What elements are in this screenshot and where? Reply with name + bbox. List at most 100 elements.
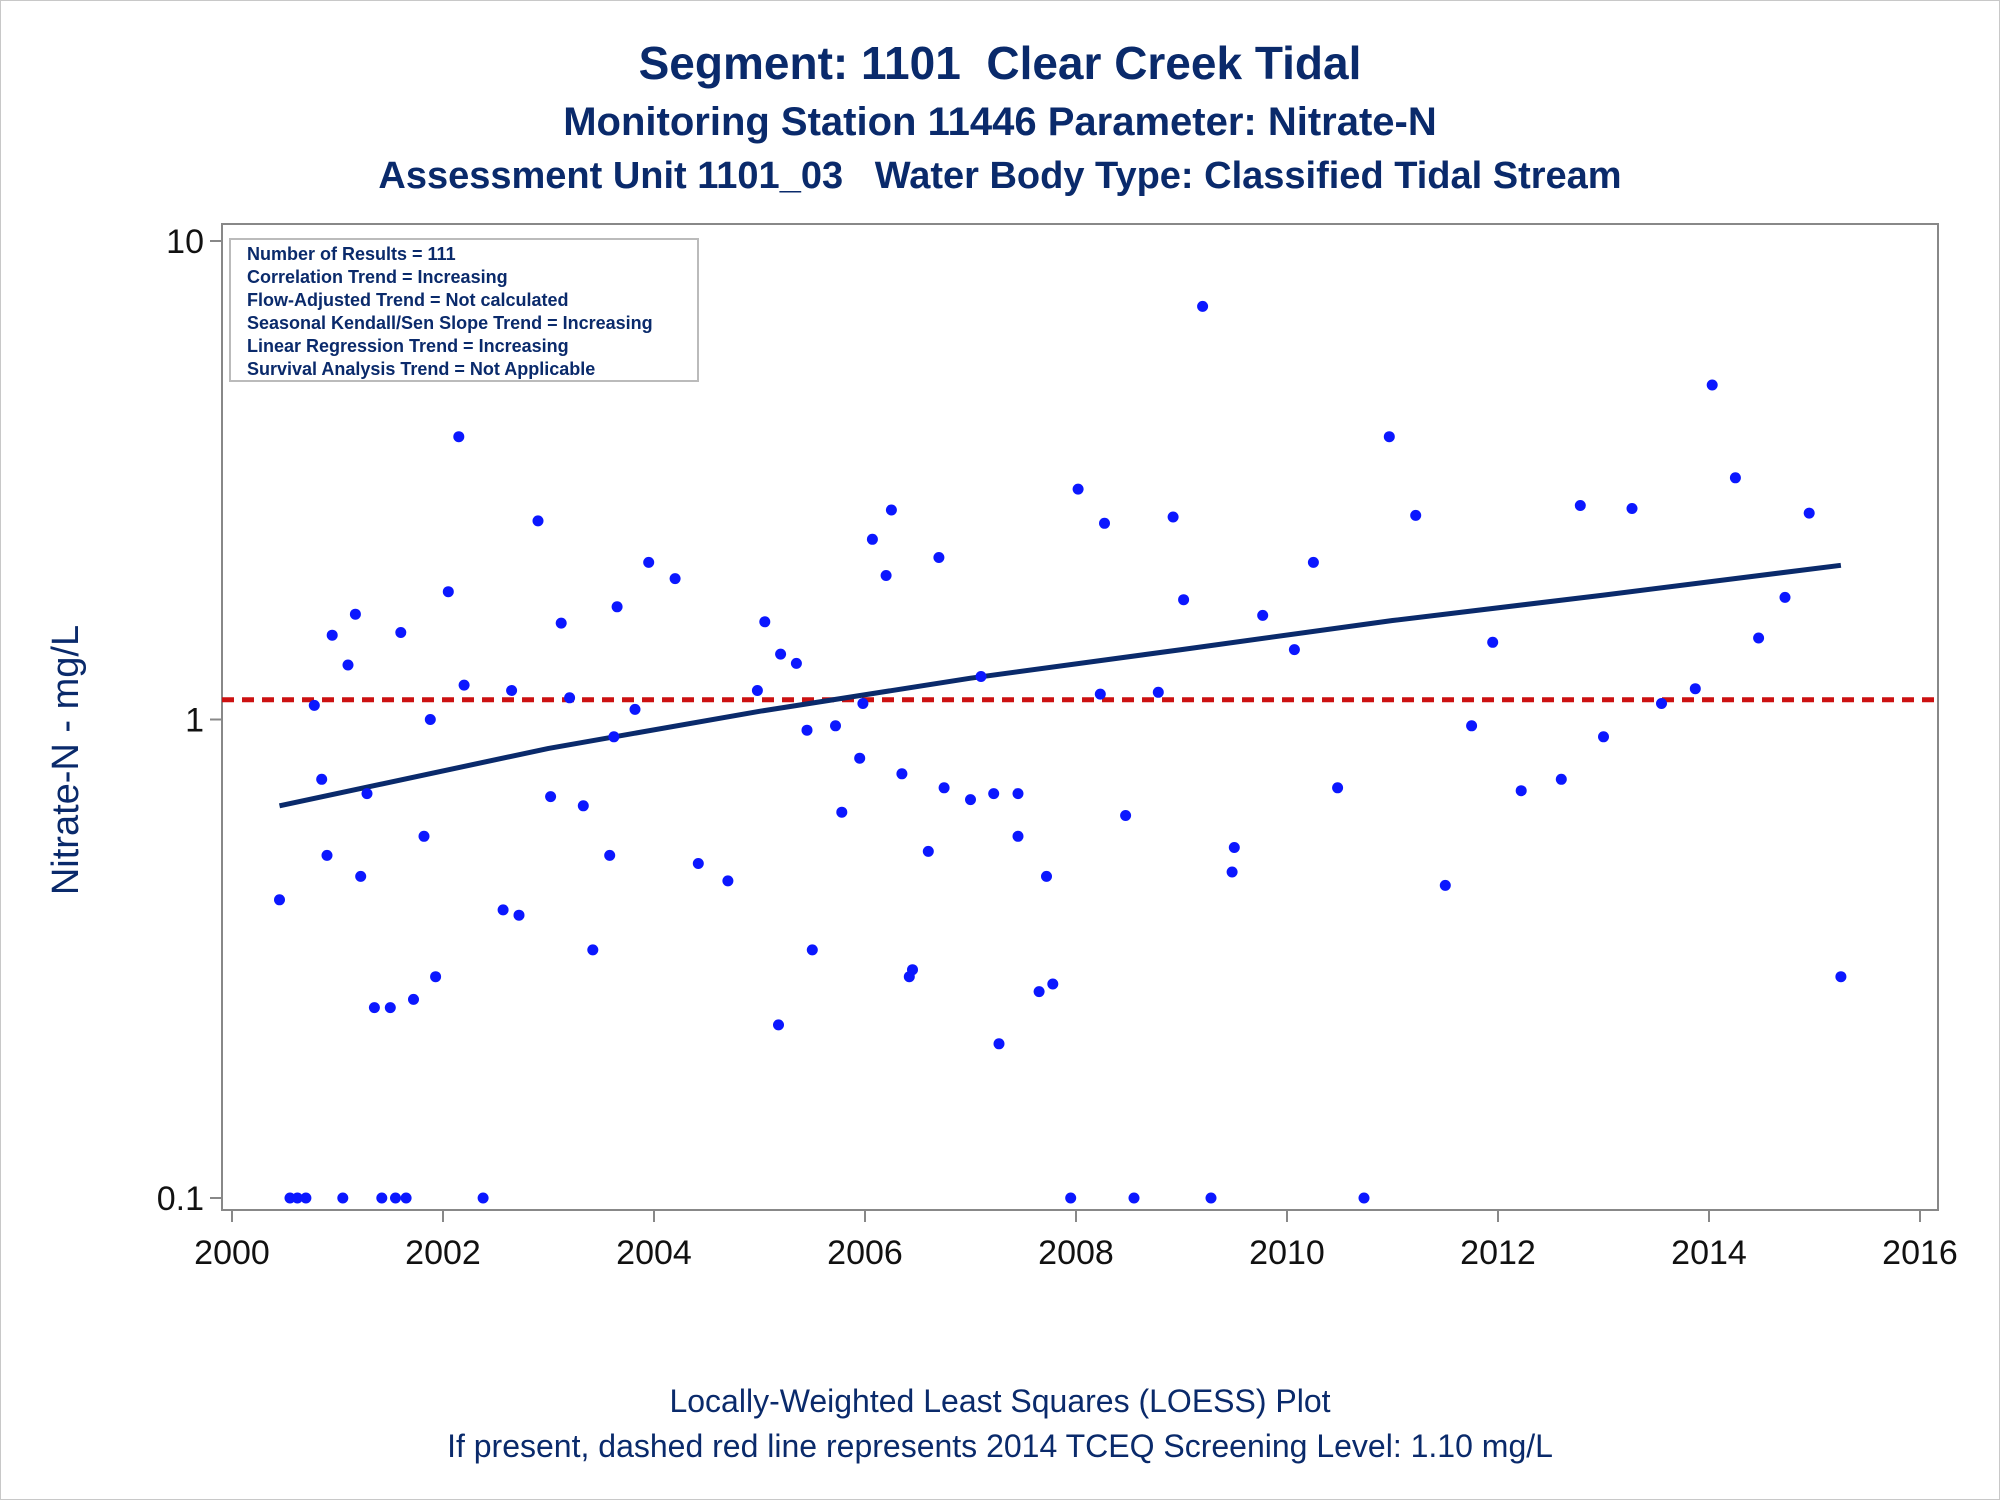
stat-linear-regression-trend: Linear Regression Trend = Increasing bbox=[247, 336, 569, 356]
data-point bbox=[545, 791, 557, 803]
data-point bbox=[988, 788, 1000, 800]
data-point bbox=[830, 720, 841, 732]
data-point bbox=[608, 731, 620, 743]
data-point bbox=[759, 616, 771, 628]
data-point bbox=[1358, 1192, 1370, 1204]
data-point bbox=[922, 845, 934, 857]
data-point bbox=[497, 904, 509, 916]
data-point bbox=[975, 671, 987, 682]
data-point bbox=[751, 685, 763, 696]
x-tick-label: 2004 bbox=[616, 1234, 692, 1272]
chart-subtitle-assessment: Assessment Unit 1101_03 Water Body Type:… bbox=[378, 155, 1622, 197]
x-tick-label: 2008 bbox=[1038, 1234, 1114, 1272]
y-tick-label: 10 bbox=[166, 223, 204, 261]
trend-curve bbox=[278, 562, 1842, 809]
data-point bbox=[506, 685, 518, 696]
x-tick-label: 2002 bbox=[405, 1234, 481, 1272]
data-point bbox=[773, 1019, 784, 1031]
data-point bbox=[1033, 986, 1045, 998]
data-point bbox=[430, 971, 442, 983]
data-point bbox=[395, 627, 407, 638]
data-point bbox=[390, 1192, 401, 1204]
data-point bbox=[477, 1192, 489, 1204]
data-point bbox=[1753, 632, 1765, 644]
data-point bbox=[458, 679, 470, 691]
data-point bbox=[1439, 879, 1451, 891]
x-tick-label: 2000 bbox=[194, 1234, 270, 1272]
data-point bbox=[587, 944, 599, 956]
data-point bbox=[880, 570, 892, 581]
data-point bbox=[611, 601, 623, 613]
y-axis: 0.1 1 10 bbox=[157, 223, 222, 1218]
data-points bbox=[274, 300, 1847, 1204]
data-point bbox=[1041, 870, 1052, 882]
data-point bbox=[1226, 866, 1238, 878]
footnote-loess: Locally-Weighted Least Squares (LOESS) P… bbox=[669, 1383, 1331, 1419]
data-point bbox=[1167, 511, 1179, 523]
data-point bbox=[321, 849, 333, 861]
data-point bbox=[722, 875, 734, 887]
data-point bbox=[907, 964, 918, 976]
data-point bbox=[1228, 842, 1240, 853]
data-point bbox=[1656, 698, 1667, 709]
data-point bbox=[368, 1002, 380, 1014]
plot-area bbox=[221, 223, 1939, 1211]
data-point bbox=[885, 504, 897, 516]
data-point bbox=[643, 556, 655, 568]
data-point bbox=[993, 1038, 1005, 1050]
data-point bbox=[790, 657, 802, 669]
data-point bbox=[1012, 830, 1024, 842]
data-point bbox=[965, 794, 976, 806]
data-point bbox=[442, 586, 454, 598]
x-tick-label: 2014 bbox=[1671, 1234, 1747, 1272]
data-point bbox=[361, 788, 373, 800]
data-point bbox=[896, 768, 908, 780]
data-point bbox=[1803, 507, 1815, 519]
data-point bbox=[1689, 683, 1701, 695]
x-axis: 2000 2002 2004 2006 2008 2010 2012 2014 2016 bbox=[194, 1210, 1958, 1272]
trend-stats-box: Number of Results = 111 Correlation Tren… bbox=[229, 238, 699, 382]
data-point bbox=[1332, 782, 1344, 794]
data-point bbox=[513, 909, 525, 921]
data-point bbox=[938, 782, 950, 794]
stat-flow-adjusted-trend: Flow-Adjusted Trend = Not calculated bbox=[247, 290, 569, 310]
data-point bbox=[1072, 483, 1084, 495]
data-point bbox=[424, 714, 436, 725]
data-point bbox=[1047, 978, 1059, 990]
data-point bbox=[326, 629, 338, 641]
plot-border bbox=[221, 223, 1939, 1211]
data-point bbox=[274, 894, 285, 906]
data-point bbox=[355, 870, 367, 882]
data-point bbox=[1307, 556, 1319, 568]
data-point bbox=[400, 1192, 412, 1204]
data-point bbox=[418, 830, 430, 842]
data-point bbox=[342, 659, 354, 671]
x-tick-label: 2010 bbox=[1249, 1234, 1325, 1272]
data-point bbox=[836, 806, 848, 818]
data-point bbox=[337, 1192, 349, 1204]
data-point bbox=[1555, 773, 1567, 785]
data-point bbox=[1012, 788, 1024, 800]
stat-seasonal-kendall-trend: Seasonal Kendall/Sen Slope Trend = Incre… bbox=[247, 313, 653, 333]
data-point bbox=[1835, 971, 1847, 983]
data-point bbox=[291, 1192, 303, 1204]
data-point bbox=[1383, 431, 1395, 443]
data-point bbox=[933, 552, 945, 563]
data-point bbox=[577, 800, 589, 812]
data-point bbox=[1178, 594, 1190, 606]
data-point bbox=[775, 648, 787, 660]
stat-number-of-results: Number of Results = 111 bbox=[247, 244, 456, 264]
data-point bbox=[453, 431, 465, 443]
data-point bbox=[1094, 688, 1106, 700]
data-point bbox=[1574, 500, 1586, 511]
data-point bbox=[1598, 731, 1609, 743]
data-point bbox=[316, 773, 328, 785]
x-tick-label: 2012 bbox=[1460, 1234, 1536, 1272]
loess-trend-line bbox=[278, 562, 1842, 809]
x-tick-label: 2006 bbox=[827, 1234, 903, 1272]
data-point bbox=[1197, 300, 1209, 312]
data-point bbox=[1410, 509, 1422, 521]
data-point bbox=[692, 858, 704, 869]
data-point bbox=[1288, 644, 1300, 656]
footnote-screening-level: If present, dashed red line represents 2… bbox=[447, 1428, 1553, 1464]
